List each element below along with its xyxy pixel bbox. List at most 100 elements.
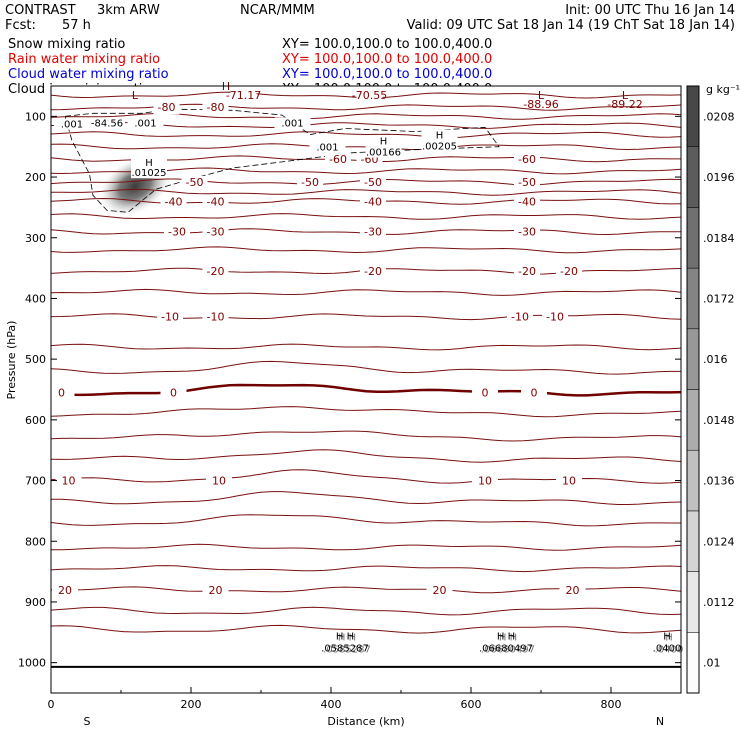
- isotherm-label: 0: [531, 387, 538, 400]
- label-bg: [54, 118, 90, 130]
- isotherm-label: 20: [433, 584, 447, 597]
- label-bg: [181, 175, 208, 189]
- extremum-label: -89.22: [607, 98, 642, 111]
- colorbar-frame: [686, 85, 700, 694]
- label-bg: [514, 152, 540, 166]
- surface-label-overlay: .0585287: [323, 644, 371, 655]
- plot-frame: [50, 85, 682, 694]
- isotherm-label: -70.55: [352, 89, 387, 102]
- fcst-label: Fcst:: [5, 18, 36, 33]
- isotherm-label: -40: [207, 195, 225, 208]
- surface-label-overlay: .0400: [655, 644, 684, 655]
- label-bg: [360, 195, 386, 209]
- label-bg: [48, 386, 75, 400]
- colorbar-segment: [686, 85, 700, 147]
- header: CONTRAST 3km ARW NCAR/MMM Init: 00 UTC T…: [5, 3, 735, 97]
- label-bg: [556, 474, 582, 488]
- colorbar-label: .016: [703, 353, 728, 366]
- isotherm-line: [50, 406, 682, 418]
- mixing-ratio-label: H: [436, 131, 444, 142]
- isotherm-line: [50, 624, 682, 634]
- colorbar-label: .0196: [703, 171, 735, 184]
- colorbar-segment: [686, 632, 700, 694]
- x-tick-label: 200: [181, 698, 202, 711]
- label-bg: [89, 117, 125, 129]
- label-bg: [360, 265, 386, 279]
- isotherm-line: [50, 606, 682, 616]
- label-bg: [472, 474, 498, 488]
- colorbar-segment: [686, 207, 700, 269]
- mixing-ratio-label: .00205: [422, 141, 457, 152]
- colorbar-segment: [686, 328, 700, 390]
- extremum-label: L: [538, 89, 545, 102]
- label-bg: [514, 225, 540, 239]
- colorbar-label: .01: [703, 657, 721, 670]
- label-bg: [202, 101, 229, 115]
- isotherm-line: [50, 514, 681, 527]
- label-bg: [297, 175, 323, 189]
- x-tick-label: 0: [48, 698, 55, 711]
- label-bg: [365, 146, 402, 158]
- label-bg: [472, 386, 498, 400]
- y-tick-label: 900: [25, 596, 46, 609]
- model-name: CONTRAST: [5, 3, 76, 18]
- isotherm-label: -40: [364, 195, 382, 208]
- label-bg: [325, 152, 351, 166]
- colorbar-label: .0112: [703, 596, 735, 609]
- label-bg: [426, 583, 453, 597]
- label-bg: [365, 135, 402, 147]
- colorbar-label: .0184: [703, 232, 735, 245]
- fcst-value: 57 h: [62, 18, 91, 33]
- surface-label-overlay: H H: [499, 632, 517, 643]
- isotherm-label: 0: [170, 387, 177, 400]
- isotherm-label: 0: [482, 387, 489, 400]
- label-bg: [202, 195, 229, 209]
- colorbar-segment: [686, 510, 700, 572]
- isotherm-line: [50, 343, 682, 351]
- isotherm-label: -80: [207, 101, 225, 114]
- isotherm-label: -20: [207, 265, 225, 278]
- isotherm-line: [50, 360, 681, 375]
- colorbar-segment: [686, 389, 700, 451]
- x-axis: 0 200 400 600 800: [48, 687, 622, 711]
- label-bg: [52, 583, 78, 597]
- isotherm-label: -10: [546, 311, 564, 324]
- y-tick-label: 500: [25, 353, 46, 366]
- isotherm-label: -80: [158, 101, 176, 114]
- plot-area: -80 -80-71.17 -70.55-60 -60 -60-50 -50 -50 -50-…: [48, 80, 684, 694]
- label-bg: [55, 474, 82, 488]
- label-bg: [360, 175, 386, 189]
- y-tick-label: 400: [25, 292, 46, 305]
- label-bg: [153, 101, 180, 115]
- label-bg: [514, 175, 540, 189]
- label-bg: [514, 265, 540, 279]
- x-axis-title: Distance (km): [327, 715, 404, 728]
- label-bg: [131, 156, 167, 168]
- mixing-ratio-label: H: [380, 137, 388, 148]
- label-bg: [421, 129, 458, 141]
- isotherm-label: 0: [58, 387, 65, 400]
- label-bg: [164, 225, 190, 239]
- x-tick-label: 400: [321, 698, 342, 711]
- field-xy: XY= 100.0,100.0 to 100.0,400.0: [282, 67, 492, 82]
- isotherm-label: -10: [161, 311, 179, 324]
- model-resolution: 3km ARW: [97, 3, 160, 18]
- colorbar-label: .0148: [703, 414, 735, 427]
- org-label: NCAR/MMM: [240, 3, 315, 18]
- surface-label: .06680497: [479, 643, 533, 654]
- label-bg: [230, 89, 257, 103]
- y-tick-label: 800: [25, 535, 46, 548]
- label-bg: [160, 195, 187, 209]
- mixing-ratio-label: .001: [281, 118, 303, 129]
- label-bg: [157, 310, 183, 324]
- contour-labels: -80 -80-71.17 -70.55-60 -60 -60-50 -50 -50 -50-…: [48, 80, 643, 597]
- isotherm-label: -50: [301, 176, 319, 189]
- isotherm-label: -30: [518, 226, 536, 239]
- colorbar-segment: [686, 267, 700, 330]
- isotherm-label: -60: [518, 153, 536, 166]
- surface-label: H H: [497, 631, 515, 642]
- label-bg: [206, 474, 232, 488]
- colorbar: .01 .0112 .0124 .0136 .0148 .016 .0172 .0184 .01…: [686, 85, 735, 694]
- field-name: Snow mixing ratio: [8, 37, 125, 52]
